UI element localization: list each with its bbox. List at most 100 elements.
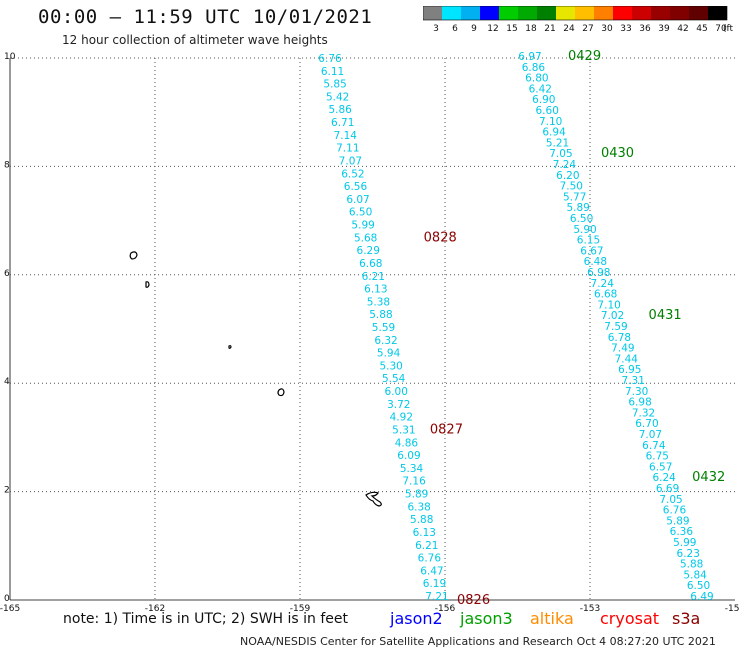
wave-height-value: 6.60 — [536, 105, 559, 117]
wave-height-value: 6.13 — [413, 527, 436, 539]
lon-tick-label: -162 — [145, 604, 165, 614]
wave-height-value: 6.00 — [385, 386, 408, 398]
colorbar-label: 6 — [452, 24, 458, 34]
wave-height-value: 6.75 — [646, 451, 669, 463]
wave-height-value: 6.69 — [656, 483, 679, 495]
wave-height-value: 6.47 — [420, 565, 443, 577]
wave-height-value: 4.92 — [390, 412, 413, 424]
wave-height-value: 6.19 — [423, 578, 446, 590]
wave-height-value: 6.97 — [518, 51, 541, 63]
wave-height-value: 7.02 — [601, 310, 624, 322]
wave-height-value: 5.59 — [372, 322, 395, 334]
colorbar-label: 15 — [506, 24, 517, 34]
wave-height-value: 5.89 — [666, 515, 689, 527]
colorbar-swatch — [708, 6, 727, 20]
wave-height-value: 6.50 — [687, 580, 710, 592]
colorbar-swatch — [480, 6, 499, 20]
wave-height-value: 6.70 — [635, 418, 658, 430]
wave-height-value: 6.32 — [374, 335, 397, 347]
wave-height-value: 5.88 — [410, 514, 433, 526]
wave-height-value: 5.31 — [392, 424, 415, 436]
pass-time-label: 0826 — [457, 593, 490, 608]
island-outline — [145, 281, 150, 288]
wave-height-value: 6.42 — [529, 83, 552, 95]
island-outline — [129, 251, 138, 260]
page-subtitle: 12 hour collection of altimeter wave hei… — [62, 33, 328, 47]
wave-height-value: 7.07 — [639, 429, 662, 441]
colorbar-label: 39 — [658, 24, 670, 34]
wave-height-value: 6.38 — [407, 501, 430, 513]
colorbar-label: 9 — [471, 24, 477, 34]
pass-time-label: 0432 — [692, 470, 725, 485]
colorbar-swatch — [499, 6, 518, 20]
pass-time-label: 0828 — [424, 230, 457, 245]
colorbar-swatch — [423, 6, 442, 20]
colorbar-swatch — [670, 6, 689, 20]
wave-height-value: 6.20 — [556, 170, 579, 182]
wave-height-value: 6.76 — [318, 53, 342, 65]
colorbar-swatch — [632, 6, 651, 20]
wave-height-value: 5.85 — [323, 79, 346, 91]
wave-height-value: 7.49 — [611, 343, 634, 355]
wave-height-value: 3.72 — [387, 399, 410, 411]
wave-height-value: 6.67 — [580, 245, 603, 257]
wave-height-value: 5.90 — [573, 224, 596, 236]
wave-height-value: 6.50 — [349, 207, 372, 219]
wave-height-value: 7.24 — [553, 159, 577, 171]
colorbar-label: 45 — [696, 24, 707, 34]
legend-s3a: s3a — [672, 609, 701, 628]
wave-height-value: 5.89 — [566, 202, 589, 214]
wave-height-value: 7.50 — [560, 181, 583, 193]
page-title: 00:00 – 11:59 UTC 10/01/2021 — [38, 6, 373, 28]
wave-height-value: 6.68 — [594, 289, 617, 301]
island-outline — [277, 388, 285, 397]
wave-height-value: 5.89 — [405, 489, 428, 501]
wave-height-value: 4.86 — [395, 437, 419, 449]
colorbar-swatch — [461, 6, 480, 20]
wave-height-value: 5.68 — [354, 232, 377, 244]
colorbar-label: 42 — [677, 24, 688, 34]
wave-height-value: 7.16 — [402, 476, 426, 488]
wave-height-value: 7.05 — [659, 494, 682, 506]
wave-height-value: 5.38 — [367, 296, 390, 308]
colorbar-swatch — [442, 6, 461, 20]
wave-height-value: 6.29 — [357, 245, 380, 257]
colorbar-label: 36 — [639, 24, 651, 34]
colorbar-label: 18 — [525, 24, 537, 34]
colorbar-label: 70 — [715, 24, 727, 34]
wave-height-value: 5.77 — [563, 191, 586, 203]
wave-height-value: 6.98 — [587, 267, 610, 279]
colorbar-label: 27 — [582, 24, 593, 34]
lat-tick-label: 6 — [4, 269, 10, 279]
wave-height-value: 6.52 — [341, 168, 364, 180]
wave-height-value: 6.56 — [344, 181, 368, 193]
colorbar-label: 30 — [601, 24, 613, 34]
lon-tick-label: -165 — [0, 604, 20, 614]
pass-time-label: 0431 — [649, 308, 682, 323]
wave-height-value: 7.05 — [549, 148, 572, 160]
wave-height-value: 5.21 — [546, 137, 569, 149]
island-outline — [228, 345, 232, 349]
wave-height-value: 6.74 — [642, 440, 666, 452]
wave-height-value: 6.68 — [359, 258, 382, 270]
colorbar-unit: (ft) — [723, 24, 733, 34]
wave-height-value: 7.31 — [622, 375, 645, 387]
wave-height-value: 6.76 — [418, 553, 442, 565]
wave-height-value: 6.36 — [670, 526, 694, 538]
wave-height-value: 7.07 — [339, 155, 362, 167]
lat-tick-label: 8 — [4, 160, 10, 170]
legend-altika: altika — [530, 609, 574, 628]
pass-time-label: 0430 — [601, 146, 634, 161]
wave-height-value: 6.94 — [542, 127, 566, 139]
wave-height-value: 6.24 — [652, 472, 676, 484]
wave-height-value: 7.44 — [615, 353, 639, 365]
wave-height-value: 6.90 — [532, 94, 555, 106]
colorbar-label: 3 — [433, 24, 439, 34]
colorbar-swatch — [594, 6, 613, 20]
wave-height-value: 6.48 — [584, 256, 607, 268]
colorbar-label: 24 — [563, 24, 575, 34]
wave-height-value: 6.21 — [362, 271, 385, 283]
wave-height-value: 5.42 — [326, 91, 349, 103]
colorbar-swatch — [556, 6, 575, 20]
